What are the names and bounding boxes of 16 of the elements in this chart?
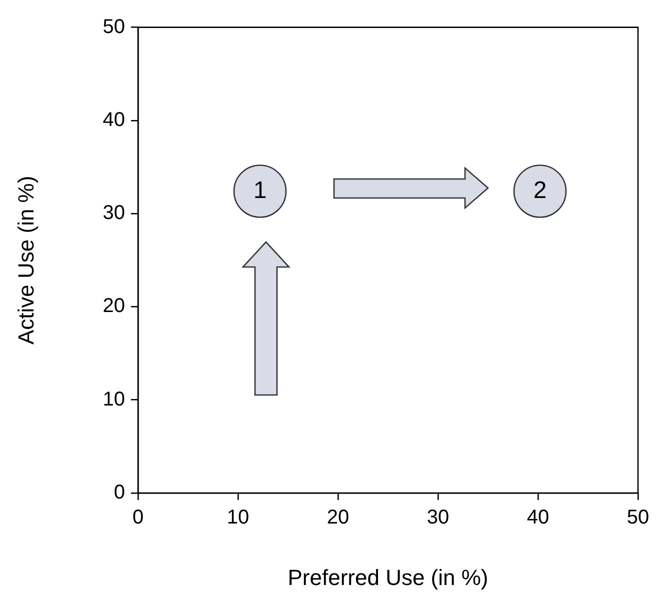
x-tick-label: 40 [526,506,550,529]
x-axis-title: Preferred Use (in %) [288,564,488,590]
y-tick-label: 0 [114,482,125,504]
x-tick-label: 20 [326,506,350,529]
annotation: 1 [253,176,267,204]
x-tick-label: 10 [226,506,250,529]
x-tick-label: 30 [426,506,450,529]
y-tick-label: 40 [102,108,125,131]
y-tick-label: 10 [102,388,125,410]
y-axis-title: Active Use (in %) [13,176,38,345]
y-tick-label: 50 [102,16,125,38]
y-tick-label: 20 [102,295,125,318]
annotation: 2 [533,176,547,204]
x-tick-label: 0 [132,506,144,529]
y-tick-label: 30 [102,202,125,224]
x-tick-label: 50 [626,506,650,529]
